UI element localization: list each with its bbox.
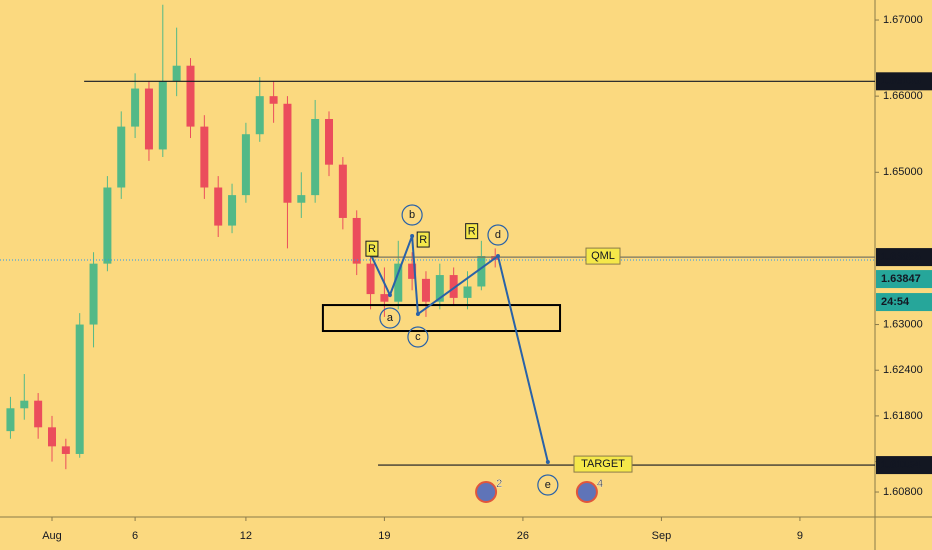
x-tick-label: 19 <box>378 530 390 542</box>
candle-body <box>20 400 29 409</box>
y-tick-label: 1.67000 <box>883 14 923 26</box>
candle-body <box>228 195 237 226</box>
candle-body <box>435 275 444 302</box>
candle-body <box>6 408 15 432</box>
marker-box <box>465 223 479 240</box>
candle-body <box>449 275 458 298</box>
x-tick-label: Aug <box>42 530 62 542</box>
level-note: QML <box>591 250 615 262</box>
pattern-label-circle <box>407 326 429 348</box>
candle-body <box>325 118 334 165</box>
candle-body <box>34 400 43 428</box>
candle-body <box>186 65 195 127</box>
pattern-point <box>387 293 392 298</box>
level-tag-box <box>876 72 932 91</box>
level-tag: 1.61154 <box>881 459 921 471</box>
x-tick-label: 9 <box>797 530 803 542</box>
pattern-label: d <box>495 229 501 241</box>
y-tick-label: 1.61800 <box>883 410 923 422</box>
pattern-label-circle <box>487 224 509 246</box>
candle-body <box>477 256 486 287</box>
level-tag-box <box>876 248 932 267</box>
level-tag: 1.63886 <box>881 251 921 263</box>
zone <box>321 304 562 333</box>
pattern-label: a <box>387 312 394 324</box>
event-icon <box>575 481 598 503</box>
pattern-point <box>545 460 550 465</box>
pattern-label: c <box>415 331 421 343</box>
pattern-label: e <box>545 479 551 491</box>
candle-body <box>421 278 430 302</box>
candle-body <box>89 263 98 325</box>
marker-label: R <box>468 226 476 238</box>
y-tick-label: 1.66000 <box>883 90 923 102</box>
pattern-line <box>371 235 549 463</box>
candle-body <box>463 286 472 298</box>
current-price-tag-box <box>876 270 932 289</box>
candle-body <box>297 195 306 203</box>
level-tag-box <box>876 456 932 475</box>
pattern-label: b <box>409 209 415 221</box>
level-note-box <box>585 247 621 265</box>
candle-body <box>338 164 347 218</box>
y-tick-label: 1.63000 <box>883 318 923 330</box>
pattern-label-circle <box>537 474 559 496</box>
candle-body <box>158 80 167 150</box>
candle-body <box>394 263 403 302</box>
candle-body <box>103 187 112 264</box>
candle-body <box>117 126 126 188</box>
candle-body <box>47 427 56 447</box>
candle-body <box>269 96 278 104</box>
candle-body <box>311 118 320 196</box>
candle-body <box>75 324 84 454</box>
candle-body <box>172 65 181 81</box>
event-count: 4 <box>597 478 603 490</box>
y-tick-label: 1.60800 <box>883 486 923 498</box>
candle-body <box>144 88 153 150</box>
countdown-tag: 24:54 <box>881 296 910 308</box>
candle-body <box>352 217 361 264</box>
countdown-tag-box <box>876 293 932 312</box>
pattern-label-circle <box>379 307 401 329</box>
marker-box <box>416 231 430 248</box>
pattern-point <box>415 312 420 317</box>
candle-body <box>255 96 264 135</box>
marker-box <box>365 240 379 257</box>
candle-body <box>366 263 375 295</box>
marker-label: R <box>419 234 427 246</box>
x-tick-label: 26 <box>517 530 529 542</box>
x-tick-label: 6 <box>132 530 138 542</box>
x-tick-label: Sep <box>652 530 672 542</box>
marker-label: R <box>368 243 376 255</box>
level-note: TARGET <box>581 458 625 470</box>
y-tick-label: 1.65000 <box>883 166 923 178</box>
candle-body <box>283 103 292 203</box>
pattern-point <box>410 234 415 239</box>
level-note-box <box>573 455 633 473</box>
candle-body <box>408 263 417 279</box>
current-price-tag: 1.63847 <box>881 273 921 285</box>
candle-body <box>200 126 209 188</box>
candle-body <box>214 187 223 226</box>
candle-body <box>131 88 140 127</box>
pattern-point <box>495 254 500 259</box>
event-icon <box>475 481 498 503</box>
candle-body <box>241 134 250 196</box>
y-tick-label: 1.62400 <box>883 364 923 376</box>
x-tick-label: 12 <box>240 530 252 542</box>
pattern-label-circle <box>401 204 423 226</box>
candle-body <box>61 446 70 454</box>
event-count: 2 <box>496 478 502 490</box>
candle-body <box>380 294 389 302</box>
level-tag: 1.66195 <box>881 75 921 87</box>
